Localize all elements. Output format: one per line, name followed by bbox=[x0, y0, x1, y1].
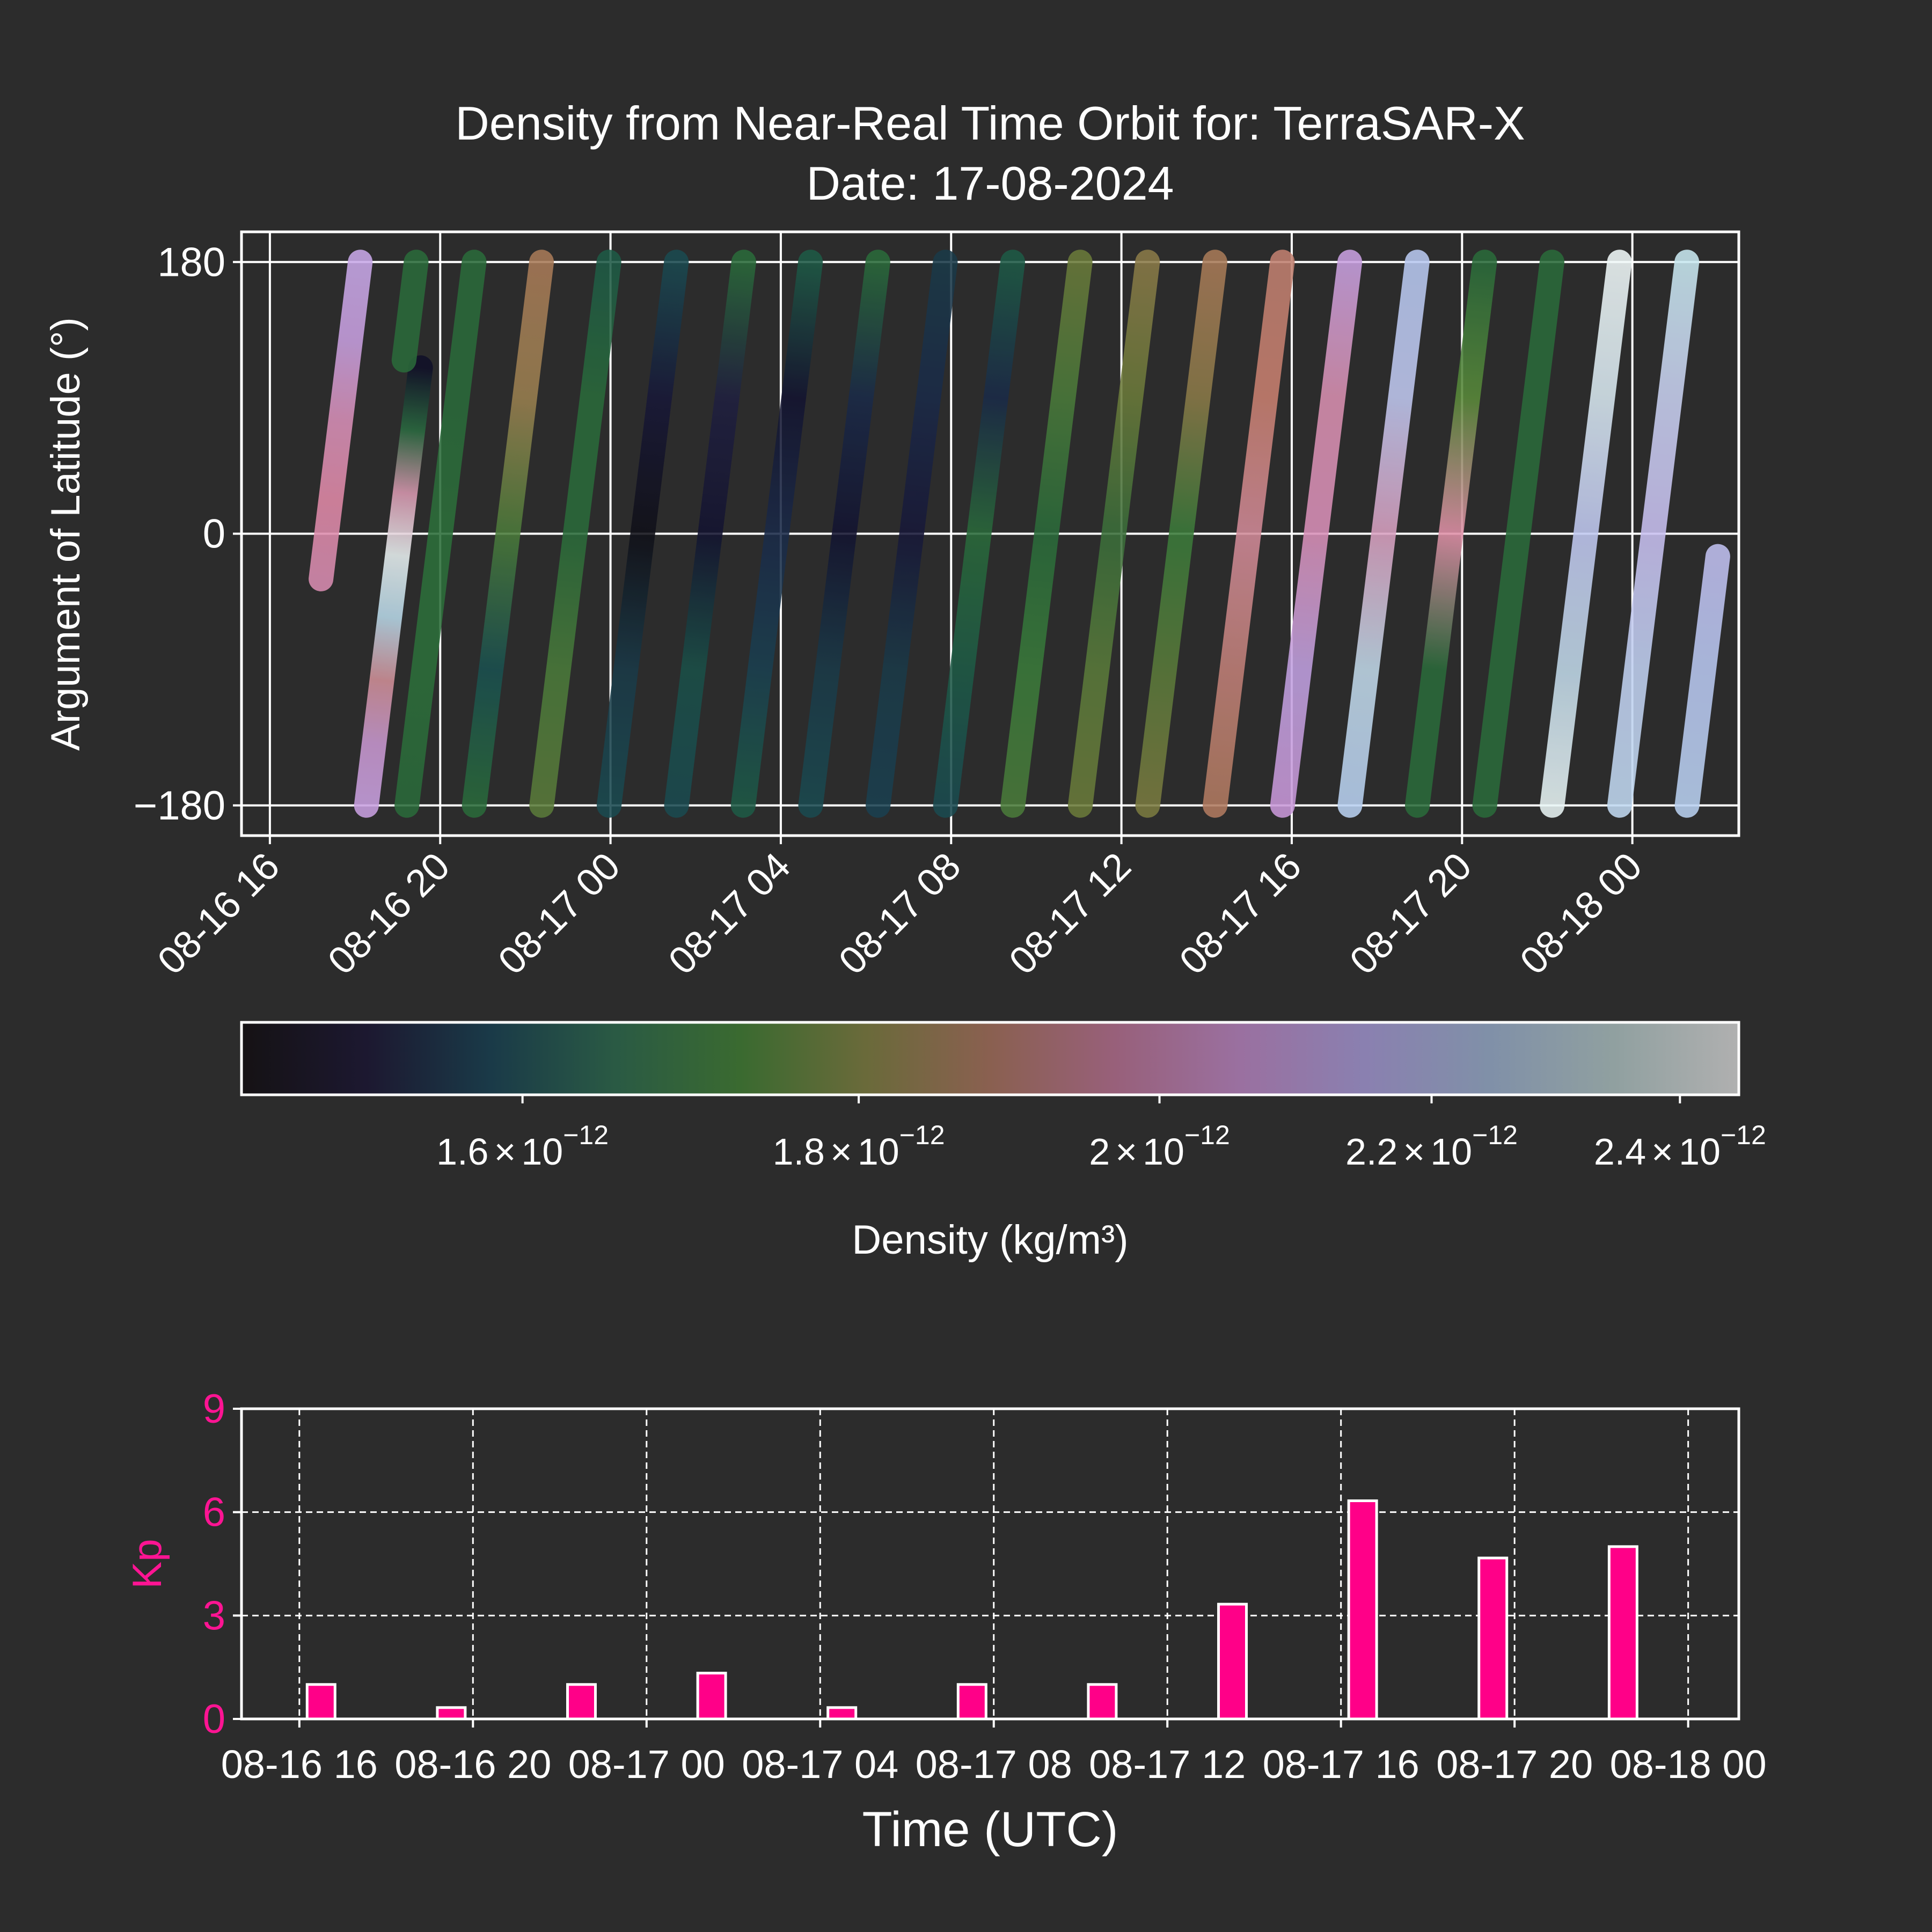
kp-x-tick-label: 08-17 16 bbox=[1263, 1742, 1419, 1787]
kp-y-ticks: 0 3 6 9 bbox=[203, 1386, 241, 1742]
scatter-y-tick-label: 0 bbox=[203, 511, 225, 557]
kp-x-tick-label: 08-17 20 bbox=[1436, 1742, 1593, 1787]
scatter-x-tick-label: 08-17 12 bbox=[1001, 845, 1139, 983]
kp-x-tick-label: 08-17 12 bbox=[1089, 1742, 1246, 1787]
kp-bar bbox=[826, 1706, 858, 1721]
kp-bar bbox=[1607, 1545, 1638, 1721]
orbit-pass bbox=[354, 355, 433, 818]
colorbar-label: Density (kg/m³) bbox=[852, 1217, 1128, 1263]
colorbar bbox=[240, 1021, 1740, 1096]
kp-axes-frame bbox=[240, 1407, 1740, 1721]
orbit-pass bbox=[1607, 250, 1700, 818]
scatter-x-tick-label: 08-16 16 bbox=[150, 845, 288, 983]
kp-x-tick-label: 08-17 04 bbox=[742, 1742, 898, 1787]
kp-x-tick-label: 08-16 16 bbox=[221, 1742, 378, 1787]
chart-title-line2: Date: 17-08-2024 bbox=[807, 157, 1174, 210]
colorbar-tick-label: 2.2 × 10−12 bbox=[1345, 1120, 1518, 1173]
orbit-pass bbox=[394, 250, 487, 818]
orbit-pass bbox=[1135, 250, 1227, 818]
orbit-pass bbox=[1405, 250, 1497, 818]
kp-bar bbox=[1087, 1683, 1118, 1721]
orbit-pass bbox=[391, 250, 429, 373]
kp-bars bbox=[305, 1499, 1638, 1721]
kp-bar bbox=[1217, 1602, 1248, 1721]
kp-bar bbox=[956, 1683, 987, 1721]
kp-y-axis-label: Kp bbox=[125, 1539, 170, 1589]
kp-bar bbox=[1477, 1556, 1509, 1721]
orbit-pass bbox=[798, 250, 890, 818]
kp-bar bbox=[1347, 1499, 1378, 1721]
kp-bar bbox=[696, 1672, 727, 1721]
scatter-y-tick-label: −180 bbox=[134, 783, 225, 829]
colorbar-tick-label: 1.8 × 10−12 bbox=[773, 1120, 945, 1173]
kp-x-tick-label: 08-17 00 bbox=[568, 1742, 725, 1787]
kp-bar bbox=[436, 1706, 467, 1721]
kp-y-tick-label: 9 bbox=[203, 1386, 225, 1432]
kp-x-tick-label: 08-16 20 bbox=[394, 1742, 551, 1787]
orbit-pass bbox=[596, 250, 689, 818]
orbit-pass bbox=[462, 250, 554, 818]
scatter-y-ticks: 180 0 −180 bbox=[134, 239, 241, 829]
kp-x-axis-label: Time (UTC) bbox=[862, 1802, 1118, 1857]
orbit-pass bbox=[1270, 250, 1363, 818]
orbit-pass bbox=[1540, 250, 1632, 818]
scatter-x-tick-label: 08-17 00 bbox=[490, 845, 628, 983]
scatter-x-tick-label: 08-17 08 bbox=[831, 845, 969, 983]
colorbar-tick-label: 2.4 × 10−12 bbox=[1594, 1120, 1766, 1173]
kp-y-tick-label: 0 bbox=[203, 1696, 225, 1742]
scatter-y-axis-label: Argument of Latitude (°) bbox=[43, 317, 89, 751]
orbit-pass bbox=[730, 250, 823, 818]
orbit-pass bbox=[664, 250, 756, 818]
kp-bar bbox=[566, 1683, 597, 1721]
kp-x-tick-label: 08-18 00 bbox=[1610, 1742, 1767, 1787]
kp-y-tick-label: 3 bbox=[203, 1593, 225, 1638]
orbit-pass bbox=[933, 250, 1026, 818]
colorbar-tick-label: 2 × 10−12 bbox=[1089, 1120, 1230, 1173]
kp-x-ticks: 08-16 16 08-16 20 08-17 00 08-17 04 08-17 08… bbox=[221, 1719, 1767, 1787]
chart-title-line1: Density from Near-Real Time Orbit for: T… bbox=[455, 97, 1525, 150]
orbit-pass bbox=[1067, 250, 1160, 818]
orbit-pass bbox=[1337, 250, 1430, 818]
colorbar-ticks: 1.6 × 10−12 1.8 × 10−12 2 × 10−12 2.2 × 10−12 2.4 × 10… bbox=[436, 1095, 1766, 1173]
orbit-passes bbox=[309, 250, 1730, 818]
scatter-x-tick-label: 08-16 20 bbox=[320, 845, 458, 983]
kp-bar bbox=[305, 1683, 336, 1721]
orbit-pass bbox=[1000, 250, 1093, 818]
scatter-x-tick-label: 08-18 00 bbox=[1512, 845, 1650, 983]
scatter-x-tick-label: 08-17 04 bbox=[661, 845, 799, 983]
colorbar-tick-label: 1.6 × 10−12 bbox=[436, 1120, 609, 1173]
orbit-pass bbox=[309, 250, 373, 591]
orbit-pass bbox=[1472, 250, 1564, 818]
orbit-pass bbox=[866, 250, 958, 818]
orbit-pass bbox=[1674, 544, 1730, 818]
scatter-x-ticks: 08-16 16 08-16 20 08-17 00 08-17 04 08-17 08… bbox=[150, 836, 1650, 983]
kp-x-tick-label: 08-17 08 bbox=[916, 1742, 1072, 1787]
scatter-x-tick-label: 08-17 16 bbox=[1172, 845, 1310, 983]
kp-y-tick-label: 6 bbox=[203, 1490, 225, 1535]
kp-grid bbox=[241, 1409, 1739, 1719]
orbit-pass bbox=[1203, 250, 1295, 818]
scatter-y-tick-label: 180 bbox=[157, 239, 225, 285]
scatter-x-tick-label: 08-17 20 bbox=[1342, 845, 1480, 983]
orbit-pass bbox=[529, 250, 621, 818]
